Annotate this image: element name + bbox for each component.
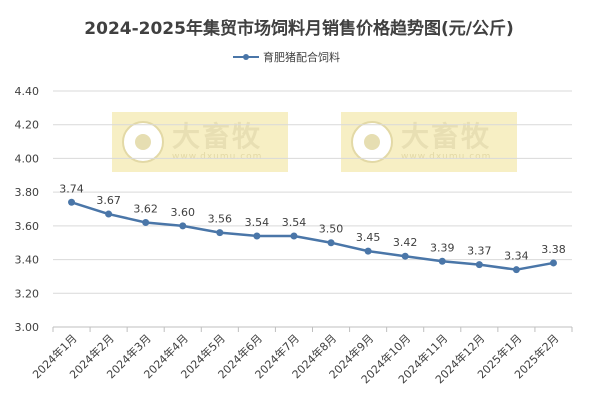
legend-swatch — [233, 52, 259, 62]
data-label: 3.45 — [356, 231, 381, 244]
data-point — [401, 252, 409, 260]
watermark-logo: 大畜牧 www.dxumu.com — [341, 112, 517, 172]
y-tick-label: 3.40 — [15, 254, 40, 267]
watermark-logo: 大畜牧 www.dxumu.com — [112, 112, 288, 172]
watermark-url: www.dxumu.com — [401, 152, 492, 162]
data-label: 3.56 — [208, 213, 233, 226]
data-label: 3.74 — [59, 182, 84, 195]
data-point — [179, 222, 187, 230]
data-label: 3.42 — [393, 236, 418, 249]
data-label: 3.50 — [319, 223, 344, 236]
data-point — [549, 259, 557, 267]
data-label: 3.54 — [245, 216, 270, 229]
data-point — [68, 198, 76, 206]
data-label: 3.39 — [430, 241, 455, 254]
data-label: 3.38 — [541, 243, 566, 256]
data-point — [364, 247, 372, 255]
y-tick-label: 3.60 — [15, 220, 40, 233]
watermark-url: www.dxumu.com — [172, 152, 263, 162]
data-point — [253, 232, 261, 240]
y-tick-label: 3.80 — [15, 186, 40, 199]
data-label: 3.34 — [504, 250, 529, 263]
watermark-icon — [122, 121, 164, 163]
watermark-icon — [351, 121, 393, 163]
y-tick-label: 4.40 — [15, 85, 40, 98]
data-point — [105, 210, 113, 218]
chart-title: 2024-2025年集贸市场饲料月销售价格趋势图(元/公斤) — [84, 19, 514, 39]
data-label: 3.67 — [96, 194, 121, 207]
y-tick-label: 4.20 — [15, 119, 40, 132]
y-tick-label: 3.00 — [15, 321, 40, 334]
data-label: 3.60 — [171, 206, 196, 219]
data-point — [142, 218, 150, 226]
data-point — [512, 266, 520, 274]
series-line — [71, 201, 554, 271]
legend-label: 育肥猪配合饲料 — [263, 51, 340, 64]
watermark-brand: 大畜牧 — [401, 120, 492, 153]
data-label: 3.62 — [133, 202, 158, 215]
data-point — [327, 239, 335, 247]
data-point — [475, 261, 483, 269]
y-tick-label: 3.20 — [15, 287, 40, 300]
data-point — [438, 257, 446, 265]
watermark-brand: 大畜牧 — [172, 120, 263, 153]
data-point — [290, 232, 298, 240]
data-point — [216, 229, 224, 237]
data-label: 3.37 — [467, 245, 492, 258]
data-label: 3.54 — [282, 216, 307, 229]
y-tick-label: 4.00 — [15, 152, 40, 165]
legend: 育肥猪配合饲料 — [233, 49, 340, 65]
